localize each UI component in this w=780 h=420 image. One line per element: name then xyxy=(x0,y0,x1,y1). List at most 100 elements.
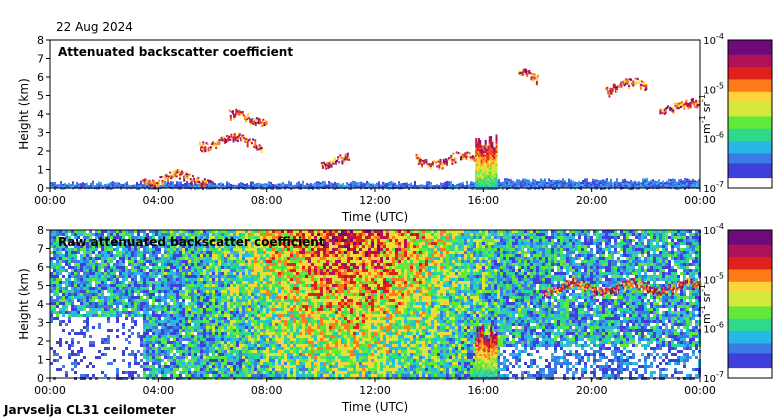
heatmap-cell xyxy=(404,248,407,251)
heatmap-cell xyxy=(516,181,518,184)
heatmap-cell xyxy=(616,180,618,183)
x-tick-label: 08:00 xyxy=(251,194,283,207)
heatmap-cell xyxy=(98,248,101,251)
heatmap-cell xyxy=(328,163,331,166)
heatmap-cell xyxy=(320,260,323,263)
heatmap-cell xyxy=(436,184,438,187)
heatmap-cell xyxy=(98,260,101,263)
heatmap-cell xyxy=(282,182,284,185)
heatmap-cell xyxy=(104,251,107,254)
heatmap-cell xyxy=(196,180,199,183)
heatmap-cell xyxy=(98,181,100,184)
heatmap-cell xyxy=(344,155,347,158)
heatmap-cell xyxy=(473,242,476,245)
heatmap-cell xyxy=(119,242,122,245)
heatmap-cell xyxy=(536,239,539,242)
heatmap-cell xyxy=(415,153,418,156)
heatmap-cell xyxy=(233,230,236,233)
heatmap-cell xyxy=(488,175,491,178)
colorbar-swatch xyxy=(728,57,772,61)
heatmap-cell xyxy=(629,254,632,257)
heatmap-cell xyxy=(494,184,497,187)
heatmap-cell xyxy=(491,180,494,183)
heatmap-cell xyxy=(212,239,215,242)
heatmap-cell xyxy=(280,183,282,186)
heatmap-cell xyxy=(472,183,474,186)
heatmap-cell xyxy=(644,89,647,92)
heatmap-cell xyxy=(215,248,218,251)
heatmap-cell xyxy=(623,260,626,263)
heatmap-cell xyxy=(490,163,493,166)
heatmap-cell xyxy=(227,266,230,269)
heatmap-cell xyxy=(574,185,576,188)
heatmap-cell xyxy=(695,230,698,233)
heatmap-cell xyxy=(258,182,260,185)
heatmap-cell xyxy=(647,257,650,260)
heatmap-cell xyxy=(170,266,173,269)
heatmap-cell xyxy=(242,233,245,236)
heatmap-cell xyxy=(329,160,332,163)
heatmap-cell xyxy=(189,182,192,185)
heatmap-cell xyxy=(428,233,431,236)
heatmap-cell xyxy=(484,176,487,179)
heatmap-cell xyxy=(398,248,401,251)
heatmap-cell xyxy=(452,242,455,245)
heatmap-cell xyxy=(671,242,674,245)
heatmap-cell xyxy=(552,183,554,186)
heatmap-cell xyxy=(665,107,668,110)
heatmap-cell xyxy=(431,161,434,164)
heatmap-cell xyxy=(376,182,378,185)
heatmap-cell xyxy=(440,257,443,260)
heatmap-cell xyxy=(122,263,125,266)
heatmap-cell xyxy=(380,257,383,260)
heatmap-cell xyxy=(605,242,608,245)
heatmap-cell xyxy=(167,177,169,180)
heatmap-cell xyxy=(566,242,569,245)
heatmap-cell xyxy=(486,167,489,170)
heatmap-cell xyxy=(653,254,656,257)
heatmap-cell xyxy=(674,242,677,245)
heatmap-cell xyxy=(480,145,483,148)
heatmap-cell xyxy=(558,179,560,182)
heatmap-cell xyxy=(215,263,218,266)
heatmap-cell xyxy=(170,242,173,245)
heatmap-cell xyxy=(209,260,212,263)
heatmap-cell xyxy=(286,186,288,189)
heatmap-cell xyxy=(475,176,478,179)
heatmap-cell xyxy=(404,254,407,257)
heatmap-cell xyxy=(464,248,467,251)
heatmap-cell xyxy=(136,185,138,188)
heatmap-cell xyxy=(62,239,65,242)
heatmap-cell xyxy=(224,230,227,233)
heatmap-cell xyxy=(413,242,416,245)
heatmap-cell xyxy=(492,186,495,189)
heatmap-cell xyxy=(206,242,209,245)
heatmap-cell xyxy=(533,257,536,260)
heatmap-cell xyxy=(506,183,508,186)
heatmap-cell xyxy=(380,260,383,263)
heatmap-cell xyxy=(614,254,617,257)
heatmap-cell xyxy=(568,180,570,183)
heatmap-cell xyxy=(621,82,624,85)
heatmap-cell xyxy=(587,245,590,248)
heatmap-cell xyxy=(386,236,389,239)
heatmap-cell xyxy=(487,160,490,163)
heatmap-cell xyxy=(134,251,137,254)
heatmap-cell xyxy=(480,158,483,161)
heatmap-cell xyxy=(436,165,439,168)
heatmap-cell xyxy=(434,245,437,248)
heatmap-cell xyxy=(628,185,630,188)
heatmap-cell xyxy=(443,233,446,236)
heatmap-cell xyxy=(620,85,623,88)
heatmap-cell xyxy=(68,182,70,185)
heatmap-cell xyxy=(484,141,487,144)
heatmap-cell xyxy=(206,183,208,186)
heatmap-cell xyxy=(698,183,700,186)
colorbar-swatch xyxy=(728,86,772,90)
heatmap-cell xyxy=(481,176,484,179)
heatmap-cell xyxy=(477,180,480,183)
heatmap-cell xyxy=(248,117,251,120)
heatmap-cell xyxy=(686,254,689,257)
heatmap-cell xyxy=(521,230,524,233)
heatmap-cell xyxy=(233,135,236,138)
